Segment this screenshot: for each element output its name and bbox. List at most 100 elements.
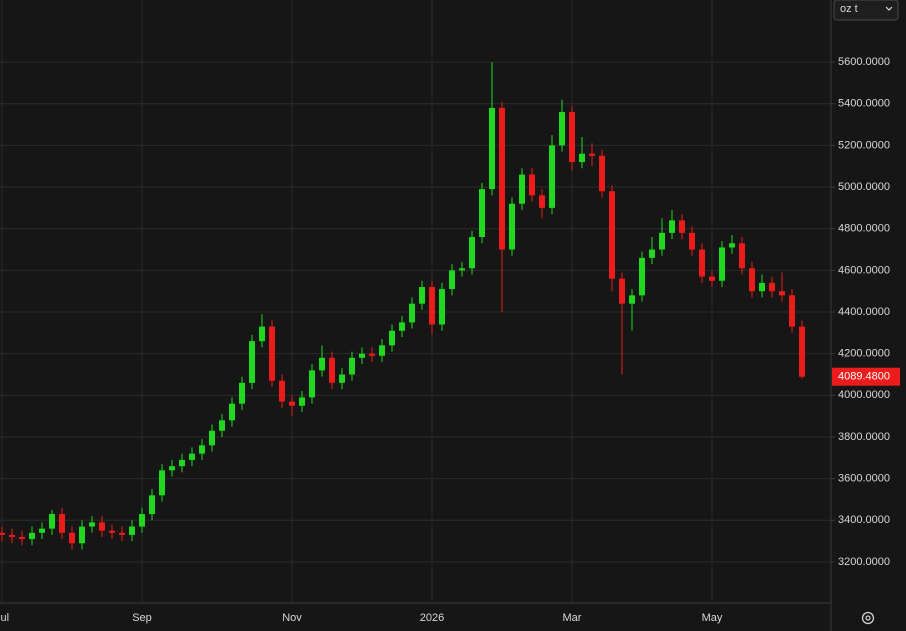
unit-dropdown[interactable]: oz t: [833, 0, 899, 21]
y-tick-label: 3200.0000: [838, 556, 890, 568]
candle-body: [169, 466, 175, 471]
candle-body: [709, 276, 715, 281]
candle-body: [139, 514, 145, 527]
candle-body: [59, 514, 65, 533]
candle-body: [209, 430, 215, 446]
candle-body: [489, 107, 495, 190]
axes: 3200.0000 3400.0000 3600.0000 3800.0000 4000…: [0, 56, 900, 624]
y-tick-label: 4800.0000: [838, 223, 890, 235]
candle-body: [569, 112, 575, 163]
y-tick-label: 4600.0000: [838, 264, 890, 276]
candle-body: [389, 330, 395, 346]
candle-body: [349, 357, 355, 375]
candle-body: [159, 470, 165, 496]
x-tick-label: Mar: [563, 612, 582, 624]
candle-body: [769, 282, 775, 292]
y-tick-label: 5000.0000: [838, 181, 890, 193]
candle-body: [0, 532, 5, 535]
candle-body: [189, 453, 195, 460]
candle-body: [629, 295, 635, 304]
candle-body: [329, 357, 335, 383]
candle-body: [739, 243, 745, 269]
candle-body: [589, 153, 595, 156]
candle-body: [759, 282, 765, 292]
candle-body: [219, 420, 225, 431]
candle-body: [79, 526, 85, 544]
candle-body: [129, 526, 135, 535]
candle-body: [69, 532, 75, 544]
candle-body: [379, 345, 385, 356]
candle-body: [559, 112, 565, 146]
candle-body: [179, 459, 185, 467]
candle-body: [449, 270, 455, 290]
candle-body: [279, 380, 285, 402]
grid: [0, 0, 831, 603]
x-tick-label: Sep: [132, 612, 152, 624]
y-tick-label: 4000.0000: [838, 389, 890, 401]
x-tick-label: May: [702, 612, 723, 624]
candle-body: [89, 522, 95, 527]
candle-body: [549, 145, 555, 208]
candle-body: [679, 220, 685, 233]
candle-body: [199, 445, 205, 454]
dropdown-chevron[interactable]: [885, 6, 893, 11]
candle-body: [479, 189, 485, 238]
last-price-label: 4089.4800: [838, 371, 890, 383]
candle-body: [719, 247, 725, 281]
candle-body: [309, 370, 315, 398]
settings-icon[interactable]: [861, 611, 875, 625]
candle-body: [339, 374, 345, 383]
candle-body: [609, 191, 615, 279]
candle-body: [239, 382, 245, 404]
last-price-box: [832, 367, 900, 386]
candle-body: [19, 536, 25, 540]
candle-body: [299, 397, 305, 406]
candle-body: [459, 268, 465, 271]
settings-icon-center[interactable]: [865, 615, 871, 621]
candle-body: [229, 403, 235, 421]
y-tick-label: 3800.0000: [838, 431, 890, 443]
candle-body: [99, 522, 105, 531]
candle-body: [639, 257, 645, 296]
plot: [0, 62, 805, 550]
candle-body: [149, 495, 155, 515]
candle-body: [49, 514, 55, 529]
y-tick-label: 3600.0000: [838, 473, 890, 485]
candle-body: [29, 532, 35, 540]
candle-body: [659, 232, 665, 250]
candle-body: [369, 353, 375, 356]
y-tick-label: 4400.0000: [838, 306, 890, 318]
x-tick-label: 2026: [420, 612, 444, 624]
candle-body: [9, 534, 15, 537]
candle-body: [399, 322, 405, 331]
candle-body: [699, 249, 705, 277]
candle-body: [599, 155, 605, 192]
y-tick-label: 5400.0000: [838, 98, 890, 110]
candle-body: [499, 107, 505, 250]
candle-body: [39, 528, 45, 533]
candle-body: [249, 341, 255, 383]
candle-body: [359, 353, 365, 358]
x-tick-label: Nov: [282, 612, 302, 624]
y-tick-label: 5600.0000: [838, 56, 890, 68]
dropdown-box[interactable]: [833, 0, 899, 21]
candle-body: [519, 174, 525, 204]
candle-body: [409, 303, 415, 323]
candle-body: [509, 203, 515, 250]
candle-body: [799, 326, 805, 377]
candle-body: [749, 268, 755, 292]
candle-body: [689, 232, 695, 250]
candle-body: [429, 287, 435, 325]
settings-button[interactable]: [861, 611, 875, 625]
candle-body: [619, 278, 625, 304]
candle-body: [419, 287, 425, 304]
candle-body: [119, 532, 125, 535]
dropdown-label[interactable]: oz t: [840, 3, 858, 15]
y-tick-label: 5200.0000: [838, 139, 890, 151]
candle-body: [539, 195, 545, 208]
candle-body: [269, 326, 275, 381]
y-tick-label: 4200.0000: [838, 348, 890, 360]
candle-body: [669, 220, 675, 233]
